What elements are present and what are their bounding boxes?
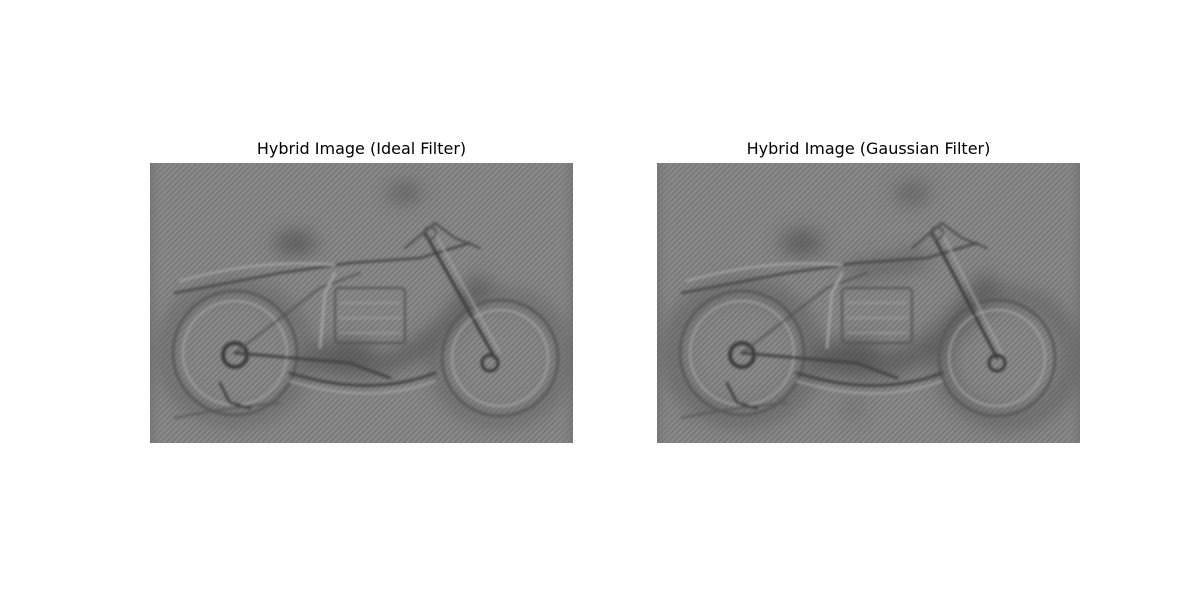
panel-title-ideal: Hybrid Image (Ideal Filter)	[256, 139, 467, 158]
motorcycle-outline	[678, 221, 1057, 419]
hybrid-image-ideal	[150, 163, 573, 443]
motorcycle-outline	[171, 221, 560, 419]
hybrid-image-ideal-graphic	[150, 163, 573, 443]
hybrid-image-gaussian	[657, 163, 1080, 443]
hybrid-image-gaussian-graphic	[657, 163, 1080, 443]
panel-title-gaussian: Hybrid Image (Gaussian Filter)	[746, 139, 991, 158]
